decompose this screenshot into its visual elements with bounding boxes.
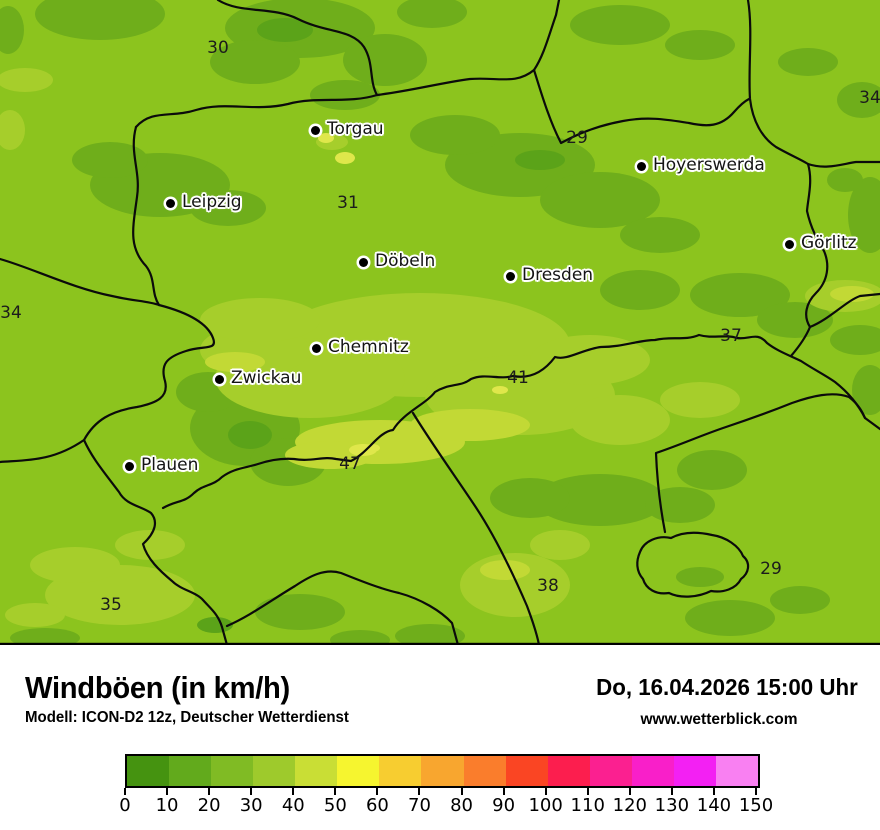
colorbar-cell-20-30	[211, 756, 254, 786]
colorbar-ticklabel: 50	[323, 795, 347, 816]
colorbar-ticklabel: 150	[738, 795, 774, 816]
colorbar-ticklabel: 30	[239, 795, 263, 816]
footer: Windböen (in km/h) Modell: ICON-D2 12z, …	[0, 645, 880, 830]
colorbar-cell-0-10	[127, 756, 170, 786]
colorbar-cell-50-60	[337, 756, 380, 786]
colorbar-ticklabel: 80	[450, 795, 473, 816]
colorbar-ticklabel: 90	[492, 795, 516, 816]
colorbar-cell-40-50	[295, 756, 338, 786]
colorbar-ticklabel: 110	[570, 795, 605, 816]
colorbar-ticklabel: 140	[696, 795, 732, 816]
model-info: Modell: ICON-D2 12z, Deutscher Wetterdie…	[25, 709, 349, 726]
colorbar-tickmark	[250, 788, 253, 795]
colorbar-cell-70-80	[421, 756, 464, 786]
colorbar-cell-110-120	[589, 756, 632, 786]
colorbar-tickmark	[418, 788, 421, 795]
colorbar-tickmark	[166, 788, 169, 795]
colorbar-ticklabel: 10	[155, 795, 179, 816]
border-lines	[0, 0, 880, 645]
colorbar-cell-120-130	[631, 756, 674, 786]
terrain-shade-darker	[197, 18, 565, 633]
colorbar-tickmark	[502, 788, 505, 795]
colorbar-ticklabel: 40	[281, 795, 305, 816]
map-frame-line	[0, 642, 880, 645]
colorbar-tickmark	[628, 788, 631, 795]
wind-gust-map: Torgau Leipzig Hoyerswerda Görlitz Döbeln Dre…	[0, 0, 880, 645]
colorbar-cell-80-90	[463, 756, 506, 786]
colorbar-tickmark	[712, 788, 715, 795]
colorbar-tickmark	[460, 788, 463, 795]
colorbar-cell-100-110	[547, 756, 590, 786]
colorbar-tickmark	[208, 788, 211, 795]
colorbar-ticklabel: 120	[612, 795, 647, 816]
colorbar-cell-140-150	[715, 756, 758, 786]
colorbar-ticks: 0 10 20 30 40 50 60 70 80 90 100 110 120 130 140 150	[119, 788, 773, 816]
map-graphic	[0, 0, 880, 645]
colorbar-ticklabel: 0	[119, 795, 131, 816]
colorbar-cell-90-100	[505, 756, 548, 786]
colorbar-tickmark	[334, 788, 337, 795]
colorbar-tickmark	[544, 788, 547, 795]
colorbar-tickmark	[376, 788, 379, 795]
colorbar-ticklabel: 20	[197, 795, 221, 816]
colorbar-ticklabel: 100	[528, 795, 563, 816]
colorbar-ticklabel: 60	[365, 795, 389, 816]
website-label: www.wetterblick.com	[640, 711, 798, 728]
page-title: Windböen (in km/h)	[25, 670, 290, 705]
colorbar-tickmark	[670, 788, 673, 795]
colorbar-ticklabel: 130	[654, 795, 690, 816]
datetime-label: Do, 16.04.2026 15:00 Uhr	[596, 674, 858, 700]
colorbar-cell-130-140	[673, 756, 716, 786]
colorbar-tickmark	[755, 788, 757, 795]
colorbar-tickmark	[586, 788, 589, 795]
enclave-border	[636, 531, 750, 598]
colorbar-cell-30-40	[253, 756, 296, 786]
colorbar-cell-10-20	[169, 756, 212, 786]
colorbar-cells	[125, 754, 760, 788]
colorbar-ticklabel: 70	[408, 795, 431, 816]
colorbar-tickmark	[292, 788, 295, 795]
colorbar-cell-60-70	[379, 756, 422, 786]
colorbar-tickmark	[124, 788, 126, 795]
